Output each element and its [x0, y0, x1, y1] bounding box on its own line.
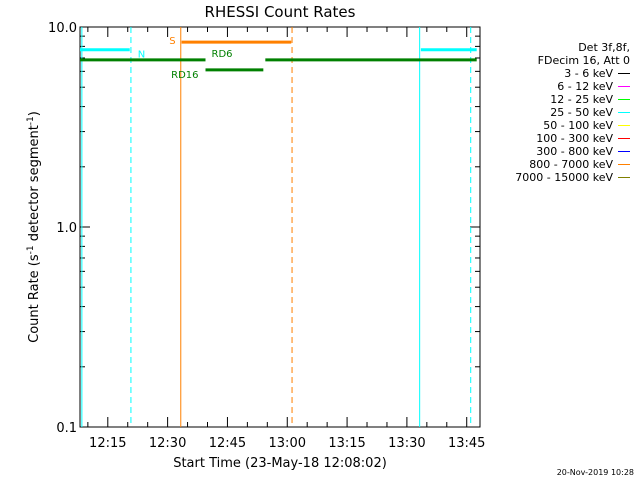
legend-header-decim: FDecim 16, Att 0: [537, 54, 630, 67]
interval-markers: [81, 27, 472, 427]
legend-swatch: [618, 164, 630, 165]
legend-item: 7000 - 15000 keV: [515, 171, 630, 184]
chart-title: RHESSI Count Rates: [205, 3, 356, 21]
legend-item-label: 3 - 6 keV: [564, 67, 613, 80]
flag-bars: N S RD6 RD16: [80, 36, 477, 81]
legend-item-label: 6 - 12 keV: [557, 80, 613, 93]
x-tick-labels: 12:15 12:30 12:45 13:00 13:15 13:30 13:45: [89, 436, 485, 451]
flag-label-rd16: RD16: [171, 70, 198, 81]
legend-item-label: 50 - 100 keV: [543, 119, 613, 132]
flag-label-n: N: [138, 50, 145, 61]
legend-swatch: [618, 99, 630, 100]
legend-item: 12 - 25 keV: [515, 93, 630, 106]
legend-swatch: [618, 138, 630, 139]
legend-swatch: [618, 125, 630, 126]
legend-item: 50 - 100 keV: [515, 119, 630, 132]
legend-item-label: 100 - 300 keV: [536, 132, 613, 145]
legend-item-label: 800 - 7000 keV: [529, 158, 613, 171]
tick-marks: [80, 27, 480, 428]
x-tick-label: 13:30: [388, 436, 425, 451]
y-tick-label: 10.0: [48, 21, 77, 36]
y-axis-label: Count Rate (s-1 detector segment-1): [26, 111, 42, 343]
legend-item-label: 25 - 50 keV: [550, 106, 613, 119]
legend-items: 3 - 6 keV 6 - 12 keV 12 - 25 keV 25 - 50 ke…: [515, 67, 630, 184]
legend-item: 3 - 6 keV: [515, 67, 630, 80]
legend-item: 25 - 50 keV: [515, 106, 630, 119]
y-tick-labels: 0.1 1.0 10.0: [48, 21, 77, 436]
legend-item-label: 7000 - 15000 keV: [515, 171, 613, 184]
legend-item: 6 - 12 keV: [515, 80, 630, 93]
plot-timestamp: 20-Nov-2019 10:28: [556, 468, 634, 477]
flag-label-rd6: RD6: [212, 49, 233, 60]
legend-swatch: [618, 86, 630, 87]
x-tick-label: 13:00: [269, 436, 306, 451]
legend-swatch: [618, 112, 630, 113]
y-tick-label: 0.1: [56, 421, 77, 436]
x-axis-label: Start Time (23-May-18 12:08:02): [173, 456, 387, 471]
legend-item-label: 12 - 25 keV: [550, 93, 613, 106]
x-tick-label: 12:30: [149, 436, 186, 451]
y-tick-label: 1.0: [56, 221, 77, 236]
legend-header-detectors: Det 3f,8f,: [578, 41, 630, 54]
legend-swatch: [618, 151, 630, 152]
x-tick-label: 12:15: [89, 436, 126, 451]
x-tick-label: 13:45: [448, 436, 485, 451]
legend: Det 3f,8f, FDecim 16, Att 0 3 - 6 keV 6 -…: [515, 41, 630, 184]
x-tick-label: 12:45: [209, 436, 246, 451]
legend-item: 300 - 800 keV: [515, 145, 630, 158]
legend-item: 100 - 300 keV: [515, 132, 630, 145]
legend-swatch: [618, 73, 630, 74]
legend-swatch: [618, 177, 630, 178]
legend-item: 800 - 7000 keV: [515, 158, 630, 171]
flag-label-s: S: [169, 36, 175, 47]
x-tick-label: 13:15: [328, 436, 365, 451]
legend-item-label: 300 - 800 keV: [536, 145, 613, 158]
